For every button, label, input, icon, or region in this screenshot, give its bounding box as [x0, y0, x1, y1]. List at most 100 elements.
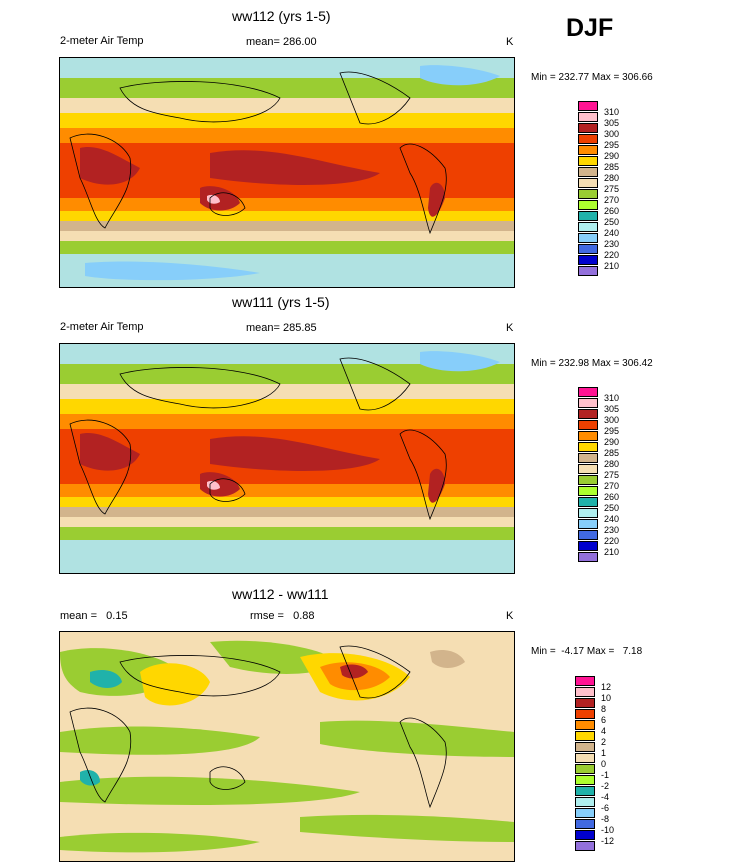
legend-level-label: 0 [601, 759, 607, 769]
legend-swatch [578, 178, 598, 188]
legend-swatch [578, 541, 598, 551]
legend-swatch [578, 486, 598, 496]
legend-level-label: 240 [604, 228, 620, 238]
legend-level-label: -1 [601, 770, 610, 780]
legend-swatch [578, 167, 598, 177]
legend-swatch [578, 211, 598, 221]
panel-top-map [59, 57, 515, 288]
legend-swatch [578, 552, 598, 562]
panel-bottom-difference-field [60, 632, 514, 861]
panel-bottom-mean-label: mean = 0.15 [60, 610, 128, 622]
legend-level-label: 1 [601, 748, 607, 758]
panel-middle-minmax: Min = 232.98 Max = 306.42 [531, 358, 653, 369]
legend-level-label: 10 [601, 693, 612, 703]
legend-swatch [575, 841, 595, 851]
panel-bottom-rmse-label: rmse = 0.88 [250, 610, 315, 622]
legend-swatch [578, 530, 598, 540]
legend-level-label: -4 [601, 792, 610, 802]
legend-swatch [578, 453, 598, 463]
legend-level-label: 280 [604, 173, 620, 183]
legend-swatch [578, 266, 598, 276]
legend-level-label: 2 [601, 737, 607, 747]
legend-level-label: 220 [604, 250, 620, 260]
panel-top-variable-label: 2-meter Air Temp [60, 35, 144, 47]
panel-top-mean-label: mean= 286.00 [246, 36, 317, 48]
legend-swatch [575, 819, 595, 829]
legend-swatch [578, 409, 598, 419]
legend-swatch [575, 786, 595, 796]
legend-level-label: 295 [604, 426, 620, 436]
panel-bottom-minmax: Min = -4.17 Max = 7.18 [531, 646, 643, 657]
legend-swatch [575, 709, 595, 719]
legend-level-label: 285 [604, 162, 620, 172]
legend-swatch [575, 797, 595, 807]
legend-swatch [575, 775, 595, 785]
legend-level-label: 295 [604, 140, 620, 150]
legend-swatch [575, 676, 595, 686]
legend-swatch [578, 442, 598, 452]
season-label: DJF [566, 14, 614, 42]
legend-swatch [575, 698, 595, 708]
panel-middle-mean-label: mean= 285.85 [246, 322, 317, 334]
panel-top-unit: K [506, 36, 514, 48]
panel-top-temperature-field [60, 58, 514, 287]
legend-swatch [575, 720, 595, 730]
panel-bottom-unit: K [506, 610, 514, 622]
legend-level-label: 275 [604, 184, 620, 194]
legend-swatch [578, 244, 598, 254]
legend-swatch [578, 255, 598, 265]
legend-level-label: 305 [604, 404, 620, 414]
legend-level-label: 230 [604, 525, 620, 535]
panel-bottom-title: ww112 - ww111 [232, 586, 329, 602]
legend-swatch [575, 830, 595, 840]
legend-level-label: -8 [601, 814, 610, 824]
legend-swatch [578, 398, 598, 408]
legend-swatch [578, 123, 598, 133]
panel-middle-variable-label: 2-meter Air Temp [60, 321, 144, 333]
legend-swatch [578, 508, 598, 518]
legend-swatch [578, 475, 598, 485]
legend-level-label: -12 [601, 836, 615, 846]
legend-level-label: 300 [604, 129, 620, 139]
legend-swatch [578, 420, 598, 430]
legend-swatch [578, 189, 598, 199]
legend-level-label: 285 [604, 448, 620, 458]
legend-level-label: 275 [604, 470, 620, 480]
legend-level-label: 310 [604, 107, 620, 117]
legend-level-label: 220 [604, 536, 620, 546]
panel-middle-title: ww111 (yrs 1-5) [232, 294, 330, 310]
legend-swatch [578, 200, 598, 210]
legend-swatch [578, 156, 598, 166]
legend-level-label: 250 [604, 217, 620, 227]
panel-middle-unit: K [506, 322, 514, 334]
legend-swatch [575, 731, 595, 741]
legend-swatch [578, 519, 598, 529]
legend-level-label: 270 [604, 481, 620, 491]
legend-level-label: -6 [601, 803, 610, 813]
legend-swatch [578, 431, 598, 441]
legend-level-label: 12 [601, 682, 612, 692]
legend-swatch [578, 222, 598, 232]
legend-swatch [575, 753, 595, 763]
panel-middle-legend: 310 305 300 295 290 285 280 275 270 260 250 240 230 2… [578, 387, 638, 569]
legend-level-label: 310 [604, 393, 620, 403]
legend-swatch [578, 464, 598, 474]
legend-level-label: 8 [601, 704, 607, 714]
legend-level-label: 305 [604, 118, 620, 128]
legend-level-label: 290 [604, 437, 620, 447]
legend-level-label: 6 [601, 715, 607, 725]
panel-bottom-legend: 12 10 8 6 4 2 1 0 -1 -2 -4 -6 -8 -10 -12 [575, 676, 635, 858]
legend-level-label: 210 [604, 261, 620, 271]
legend-swatch [578, 233, 598, 243]
legend-swatch [578, 145, 598, 155]
legend-level-label: 250 [604, 503, 620, 513]
legend-swatch [575, 808, 595, 818]
legend-level-label: -10 [601, 825, 615, 835]
panel-middle-temperature-field [60, 344, 514, 573]
panel-top-title: ww112 (yrs 1-5) [232, 8, 331, 24]
panel-middle-map [59, 343, 515, 574]
legend-swatch [575, 764, 595, 774]
legend-level-label: -2 [601, 781, 610, 791]
legend-level-label: 260 [604, 206, 620, 216]
legend-swatch [578, 387, 598, 397]
